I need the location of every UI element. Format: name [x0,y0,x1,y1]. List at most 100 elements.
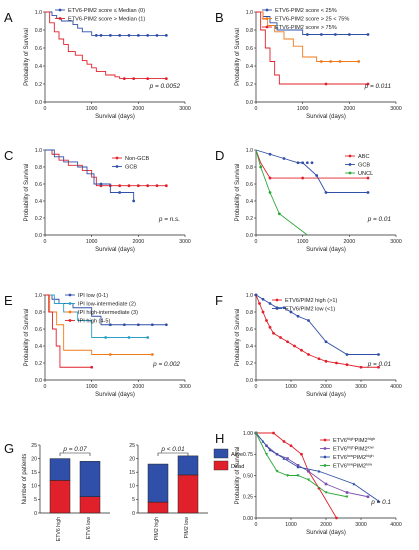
y-tick-label: 0.8 [246,310,253,316]
data-point [155,184,159,188]
x-tick-label: 3000 [179,239,191,245]
data-point [293,344,296,348]
data-point [146,77,150,80]
data-point [282,157,286,160]
x-axis-label: Survival (days) [306,392,346,398]
panel-h: H 0.00 0.25 0.50 0.75 1.00 0 1000 2000 3000 4000 Su… [215,431,402,536]
legend-marker [68,310,72,314]
legend-marker [58,8,62,12]
significance-bracket [157,452,189,456]
y-tick-label: 5 [132,497,135,503]
legend-marker [275,298,279,302]
data-point [265,453,268,456]
x-tick-label: 2000 [320,384,332,390]
x-axis-label: Survival (days) [95,247,135,253]
data-point [268,152,272,156]
category-label: ETV6 low [86,517,92,539]
y-tick-label: 0 [132,511,135,517]
y-tick-label: 0.2 [35,216,42,222]
data-point [118,34,122,37]
data-point [261,297,265,301]
data-point [132,199,136,203]
data-point [286,474,289,478]
y-tick-label: 1.00 [243,431,253,437]
data-point [164,77,168,80]
series-line [45,294,167,326]
legend-marker [115,165,119,168]
data-point [279,336,282,339]
data-point [352,482,356,486]
y-tick-label: 0.0 [246,100,253,106]
y-tick-label: 25 [31,443,37,449]
data-point [296,161,300,165]
data-point [286,340,289,344]
data-point [324,491,328,495]
data-point [259,165,263,169]
y-tick-label: 15 [129,470,135,476]
legend-entry: IPI low-intermediate (2) [78,302,136,308]
y-tick-label: 20 [129,456,135,462]
data-point [282,440,286,443]
data-point [366,82,370,86]
data-point [307,469,310,473]
series-line [256,432,337,519]
legend-marker [323,455,327,459]
p-value: p = 0.1 [370,499,391,506]
legend-marker [265,25,269,29]
legend-entry: ETV6highPIM2low [333,445,374,453]
data-point [301,161,305,165]
series-line [45,294,153,355]
y-tick-label: 0.2 [246,361,253,367]
data-point [150,353,154,356]
panel-letter: G [4,441,14,456]
y-tick-label: 0.0 [246,233,253,239]
data-point [261,310,265,314]
y-tick-label: 0.4 [246,199,253,205]
x-tick-label: 3000 [390,239,402,245]
panel-e: E 0.0 0.2 0.4 0.6 0.8 1.0 0 1000 2000 3000 Survival… [4,293,191,398]
y-tick-label: 1.0 [246,10,253,16]
category-label: PIM2 low [184,517,190,539]
y-tick-label: 20 [31,456,37,462]
x-tick-label: 2000 [133,106,145,112]
y-tick-label: 1.0 [35,293,42,299]
category-label: ETV6 high [56,517,62,541]
data-point [99,182,103,186]
data-point [289,310,293,314]
x-tick-label: 0 [44,106,47,112]
legend-entry: ETV6-PIM2 score ≤ Median (0) [68,8,145,14]
x-tick-label: 2000 [320,522,332,528]
data-point [307,353,310,356]
legend-marker [265,8,269,12]
data-point [319,60,323,63]
x-tick-label: 2000 [133,384,145,390]
bar-segment [147,463,169,503]
data-point [136,323,140,327]
data-point [359,365,363,369]
data-point [305,33,309,36]
y-tick-label: 25 [129,443,135,449]
y-tick-label: 0.2 [35,361,42,367]
panel-letter: E [4,293,13,308]
x-tick-label: 0 [255,384,258,390]
panel-a: A 0.0 0.2 0.4 0.6 0.8 1.0 0 1000 2000 3000 Survival… [4,8,191,120]
legend-marker [323,438,327,442]
x-tick-label: 2000 [344,239,356,245]
legend-entry: ETV6-PIM2 score > Median (1) [68,17,145,23]
data-point [282,306,286,310]
legend-entry: Dead [231,464,244,470]
data-point [315,174,319,177]
data-point [345,353,349,356]
legend-entry: ETV6/PIM2 low (<1) [285,307,335,313]
panel-b: B 0.0 0.2 0.4 0.6 0.8 1.0 0 1000 2000 3000 Survival… [215,8,402,120]
y-tick-label: 10 [31,484,37,490]
y-tick-label: 0.8 [246,165,253,171]
series-line [45,11,167,36]
series-line [45,149,135,201]
data-point [366,495,370,499]
y-tick-label: 0.0 [35,378,42,384]
data-point [104,336,108,339]
legend-entry: Alive [231,452,243,458]
y-tick-label: 0.75 [243,452,253,458]
